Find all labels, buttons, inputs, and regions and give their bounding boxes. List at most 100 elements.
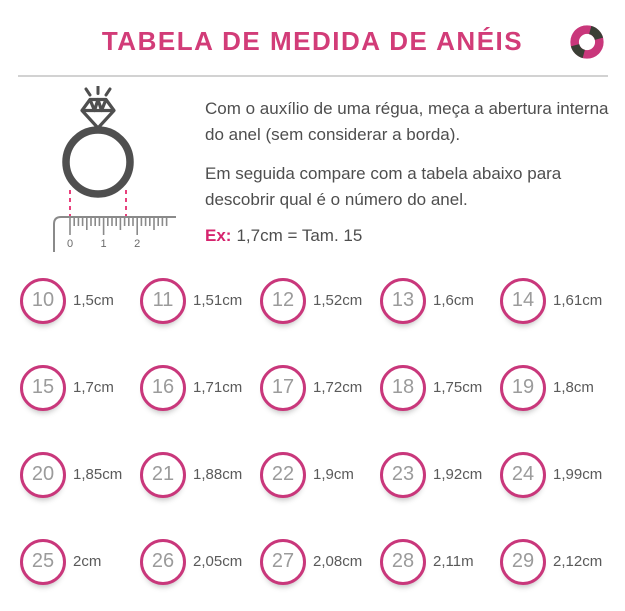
size-cell-23: 23 1,92cm [380, 448, 500, 501]
ring-size-measure: 1,6cm [433, 292, 474, 309]
ring-size-circle: 15 [20, 364, 66, 411]
ring-size-circle: 27 [260, 538, 306, 585]
ring-size-grid: 10 1,5cm 11 1,51cm 12 1,52cm 13 1,6cm 14… [20, 274, 620, 588]
ring-size-number: 27 [271, 550, 295, 572]
size-cell-21: 21 1,88cm [140, 448, 260, 501]
ring-size-number: 20 [31, 463, 55, 485]
size-cell-10: 10 1,5cm [20, 274, 140, 327]
ring-size-circle: 23 [380, 451, 426, 498]
size-cell-16: 16 1,71cm [140, 361, 260, 414]
ring-size-number: 23 [391, 463, 415, 485]
ring-size-circle: 19 [500, 364, 546, 411]
ring-size-circle: 29 [500, 538, 546, 585]
size-cell-25: 25 2cm [20, 535, 140, 588]
size-cell-18: 18 1,75cm [380, 361, 500, 414]
size-cell-11: 11 1,51cm [140, 274, 260, 327]
instructions-block: Com o auxílio de uma régua, meça a abert… [205, 96, 617, 246]
ring-size-circle: 13 [380, 277, 426, 324]
ring-size-number: 13 [391, 289, 415, 311]
size-cell-20: 20 1,85cm [20, 448, 140, 501]
ring-size-measure: 1,61cm [553, 292, 603, 309]
ring-size-measure: 1,52cm [313, 292, 363, 309]
size-cell-22: 22 1,9cm [260, 448, 380, 501]
ruler-numbers: 0 1 2 [67, 238, 140, 250]
size-cell-19: 19 1,8cm [500, 361, 620, 414]
ring-size-number: 17 [271, 376, 295, 398]
size-cell-26: 26 2,05cm [140, 535, 260, 588]
ring-size-number: 18 [391, 376, 415, 398]
ring-size-measure: 1,51cm [193, 292, 243, 309]
ring-size-measure: 1,8cm [553, 379, 594, 396]
ring-size-measure: 1,75cm [433, 379, 483, 396]
ring-size-number: 21 [151, 463, 175, 485]
size-cell-15: 15 1,7cm [20, 361, 140, 414]
ring-size-circle: 17 [260, 364, 306, 411]
ring-size-number: 16 [151, 376, 175, 398]
ruler-tick-1: 1 [101, 238, 107, 250]
ring-size-measure: 2,11m [433, 553, 474, 570]
size-cell-14: 14 1,61cm [500, 274, 620, 327]
ring-size-circle: 10 [20, 277, 66, 324]
ring-size-measure: 1,5cm [73, 292, 114, 309]
example-label: Ex: [205, 226, 232, 245]
ruler-tick-0: 0 [67, 238, 73, 250]
ring-size-number: 11 [152, 289, 174, 311]
ring-size-measure: 1,7cm [73, 379, 114, 396]
ring-size-number: 14 [511, 289, 535, 311]
sparkle-icon [84, 86, 112, 97]
ring-size-circle: 16 [140, 364, 186, 411]
ring-size-measure: 1,85cm [73, 466, 123, 483]
size-cell-24: 24 1,99cm [500, 448, 620, 501]
ring-size-circle: 26 [140, 538, 186, 585]
ring-size-measure: 1,88cm [193, 466, 243, 483]
size-cell-13: 13 1,6cm [380, 274, 500, 327]
ruler [53, 216, 176, 252]
ring-size-circle: 25 [20, 538, 66, 585]
ring-size-number: 12 [271, 289, 295, 311]
ring-size-measure: 1,9cm [313, 466, 354, 483]
ring-size-circle: 22 [260, 451, 306, 498]
ring-size-measure: 2,12cm [553, 553, 603, 570]
ring-size-circle: 24 [500, 451, 546, 498]
size-cell-29: 29 2,12cm [500, 535, 620, 588]
ring-size-measure: 1,71cm [193, 379, 243, 396]
instruction-paragraph-1: Com o auxílio de uma régua, meça a abert… [205, 99, 609, 144]
ring-size-measure: 2,08cm [313, 553, 363, 570]
ring-size-number: 22 [271, 463, 295, 485]
header-divider [18, 75, 608, 77]
ring-size-circle: 18 [380, 364, 426, 411]
ring-measurement-illustration: 0 1 2 [53, 86, 176, 252]
ring-size-circle: 21 [140, 451, 186, 498]
ring-size-measure: 1,72cm [313, 379, 363, 396]
size-cell-12: 12 1,52cm [260, 274, 380, 327]
instruction-paragraph-2: Em seguida compare com a tabela abaixo p… [205, 164, 562, 209]
ring-size-number: 28 [391, 550, 415, 572]
diamond-icon [80, 97, 116, 130]
ring-size-number: 25 [31, 550, 55, 572]
ring-size-measure: 2,05cm [193, 553, 243, 570]
page-title: TABELA DE MEDIDA DE ANÉIS [101, 26, 524, 56]
size-cell-27: 27 2,08cm [260, 535, 380, 588]
example-line: Ex: 1,7cm = Tam. 15 [205, 226, 617, 246]
example-value: 1,7cm = Tam. 15 [236, 226, 363, 245]
size-cell-28: 28 2,11m [380, 535, 500, 588]
ring-size-measure: 1,92cm [433, 466, 483, 483]
ring-size-number: 26 [151, 550, 175, 572]
ring-size-measure: 2cm [73, 553, 102, 570]
ring-size-circle: 14 [500, 277, 546, 324]
ring-size-circle: 28 [380, 538, 426, 585]
ring-size-number: 19 [511, 376, 535, 398]
ruler-tick-2: 2 [134, 238, 140, 250]
size-cell-17: 17 1,72cm [260, 361, 380, 414]
ring-band [62, 126, 134, 198]
ring-size-number: 15 [31, 376, 55, 398]
ring-logo-icon [570, 25, 604, 59]
ring-size-number: 24 [511, 463, 535, 485]
ring-size-circle: 20 [20, 451, 66, 498]
ring-size-measure: 1,99cm [553, 466, 603, 483]
ring-size-circle: 11 [140, 277, 186, 324]
ring-size-number: 10 [31, 289, 55, 311]
ring-size-number: 29 [511, 550, 535, 572]
ring-size-circle: 12 [260, 277, 306, 324]
